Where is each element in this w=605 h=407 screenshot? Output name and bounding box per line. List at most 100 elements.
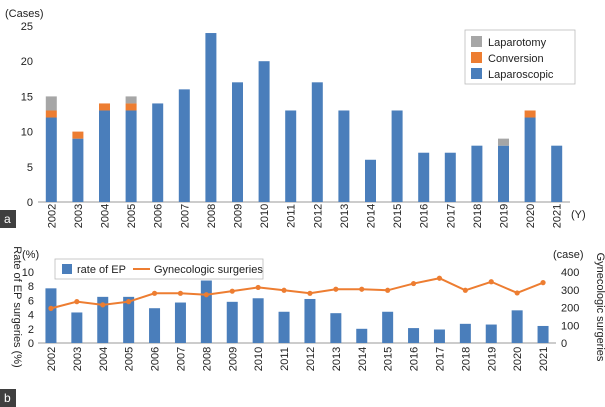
panel-b-x-tick-label: 2011: [279, 347, 291, 371]
panel-b-x-tick-label: 2008: [201, 347, 213, 371]
line-gynecologic-surgeries: [50, 277, 544, 310]
point-gynecologic-2002: [48, 305, 54, 311]
panel-b-x-tick-label: 2017: [434, 347, 446, 371]
point-gynecologic-2014: [359, 286, 365, 292]
point-gynecologic-2019: [488, 279, 494, 285]
panel-b-right-tick-label: 0: [561, 338, 567, 350]
panel-a-x-tick-label: 2019: [499, 204, 511, 228]
panel-b-left-tick-label: 4: [28, 310, 34, 322]
point-gynecologic-2016: [410, 280, 417, 287]
panel-b-x-tick-label: 2020: [512, 347, 524, 371]
point-gynecologic-2008: [203, 292, 209, 298]
panel-b-label: b: [4, 391, 11, 405]
bar-rate-of-ep-2012: [304, 298, 316, 343]
panel-b-x-tick-label: 2018: [460, 347, 472, 371]
panel-a-x-tick-label: 2018: [472, 204, 484, 228]
panel-a-x-tick-label: 2016: [419, 204, 431, 228]
point-gynecologic-2005: [126, 299, 132, 305]
bar-rate-of-ep-2009: [226, 301, 238, 343]
panel-a-x-tick-label: 2014: [366, 204, 378, 228]
bar-laparoscopic-2017: [444, 152, 456, 202]
bar-laparoscopic-2012: [311, 82, 323, 202]
bar-rate-of-ep-2014: [356, 328, 368, 343]
bar-rate-of-ep-2003: [71, 312, 83, 343]
panel-b-left-unit: (%): [22, 249, 39, 261]
panel-a-legend: Laparotomy Conversion Laparoscopic: [464, 29, 576, 85]
bar-rate-of-ep-2008: [200, 280, 212, 343]
bar-laparoscopic-2002: [45, 117, 57, 202]
bar-rate-of-ep-2004: [97, 296, 109, 343]
legend-swatch-rate-of-ep: [62, 264, 72, 274]
panel-a-x-tick-label: 2004: [100, 204, 112, 228]
bar-conversion-2020: [524, 110, 536, 118]
panel-a-x-tick-label: 2009: [233, 204, 245, 228]
legend-label-laparoscopic: Laparoscopic: [488, 69, 554, 81]
bar-rate-of-ep-2010: [252, 298, 264, 343]
panel-b-left-axis-title: Rate of EP surgeries (%): [11, 246, 23, 367]
panel-b-x-tick-label: 2007: [175, 347, 187, 371]
panel-b-x-tick-label: 2015: [383, 347, 395, 371]
panel-b-x-tick-label: 2002: [46, 347, 58, 371]
bar-conversion-2004: [99, 103, 110, 111]
bar-rate-of-ep-2017: [433, 329, 445, 343]
panel-a-x-tick-label: 2002: [46, 204, 58, 228]
bar-laparoscopic-2006: [152, 103, 164, 202]
panel-b-right-tick-label: 300: [561, 285, 579, 297]
point-gynecologic-2011: [281, 287, 287, 293]
point-gynecologic-2007: [177, 290, 184, 296]
bar-rate-of-ep-2002: [45, 288, 57, 343]
bar-laparoscopic-2018: [471, 145, 483, 202]
panel-b-legend-box: [54, 258, 264, 280]
panel-b-left-tick-label: 0: [28, 338, 34, 350]
bar-rate-of-ep-2021: [537, 325, 549, 343]
panel-b-x-tick-label: 2009: [227, 347, 239, 371]
point-gynecologic-2015: [385, 287, 391, 293]
bar-laparoscopic-2021: [551, 145, 563, 202]
bar-rate-of-ep-2018: [459, 323, 471, 343]
bar-conversion-2003: [72, 131, 84, 139]
panel-a-y-tick-label: 25: [21, 21, 33, 33]
bar-rate-of-ep-2005: [123, 296, 135, 343]
point-gynecologic-2003: [74, 299, 80, 305]
legend-label-laparotomy: Laparotomy: [488, 37, 547, 49]
panel-b-x-tick-label: 2019: [486, 347, 498, 371]
panel-b-x-tick-label: 2004: [98, 347, 110, 371]
legend-swatch-laparotomy: [471, 36, 482, 47]
panel-b-right-tick-label: 200: [561, 303, 579, 315]
panel-a-x-tick-label: 2013: [339, 204, 351, 228]
bar-laparotomy-2005: [125, 96, 137, 104]
panel-b-x-tick-label: 2012: [305, 347, 317, 371]
panel-b-label-box: [0, 389, 16, 407]
panel-b-x-tick-label: 2013: [331, 347, 343, 371]
panel-a-y-unit: (Cases): [5, 8, 44, 20]
legend-swatch-conversion: [471, 52, 482, 63]
panel-b-x-tick-label: 2021: [538, 347, 550, 371]
bar-rate-of-ep-2015: [382, 311, 394, 343]
panel-a-y-tick-label: 10: [21, 127, 33, 139]
panel-b-left-tick-label: 8: [28, 281, 34, 293]
point-gynecologic-2010: [255, 284, 261, 291]
panel-a-x-tick-label: 2021: [552, 204, 564, 228]
legend-swatch-laparoscopic: [471, 68, 482, 79]
panel-a-x-tick-label: 2008: [206, 204, 218, 228]
point-gynecologic-2020: [514, 290, 520, 296]
panel-a-x-tick-label: 2012: [312, 204, 324, 228]
panel-a-legend-box: [464, 29, 576, 85]
point-gynecologic-2021: [540, 280, 546, 286]
panel-b-right-tick-label: 100: [561, 320, 579, 332]
legend-label-rate-of-ep: rate of EP: [77, 264, 126, 276]
point-gynecologic-2013: [333, 286, 339, 292]
panel-b-left-tick-label: 2: [28, 324, 34, 336]
panel-b-x-tick-label: 2010: [253, 347, 265, 371]
panel-b-right-unit: (case): [553, 249, 584, 261]
panel-a-chart: (Cases) (Y) 0 5 10 15 20 25 2002 2003 2004 2005 2…: [5, 8, 586, 228]
bar-laparoscopic-2011: [285, 110, 297, 202]
panel-a-x-unit: (Y): [571, 209, 586, 221]
bar-laparoscopic-2009: [232, 82, 243, 202]
panel-b-left-tick-label: 6: [28, 295, 34, 307]
panel-a-label: a: [4, 212, 11, 226]
panel-a-x-tick-label: 2020: [525, 204, 537, 228]
panel-b-x-tick-label: 2014: [357, 347, 369, 371]
panel-a-x-tick-label: 2010: [259, 204, 271, 228]
